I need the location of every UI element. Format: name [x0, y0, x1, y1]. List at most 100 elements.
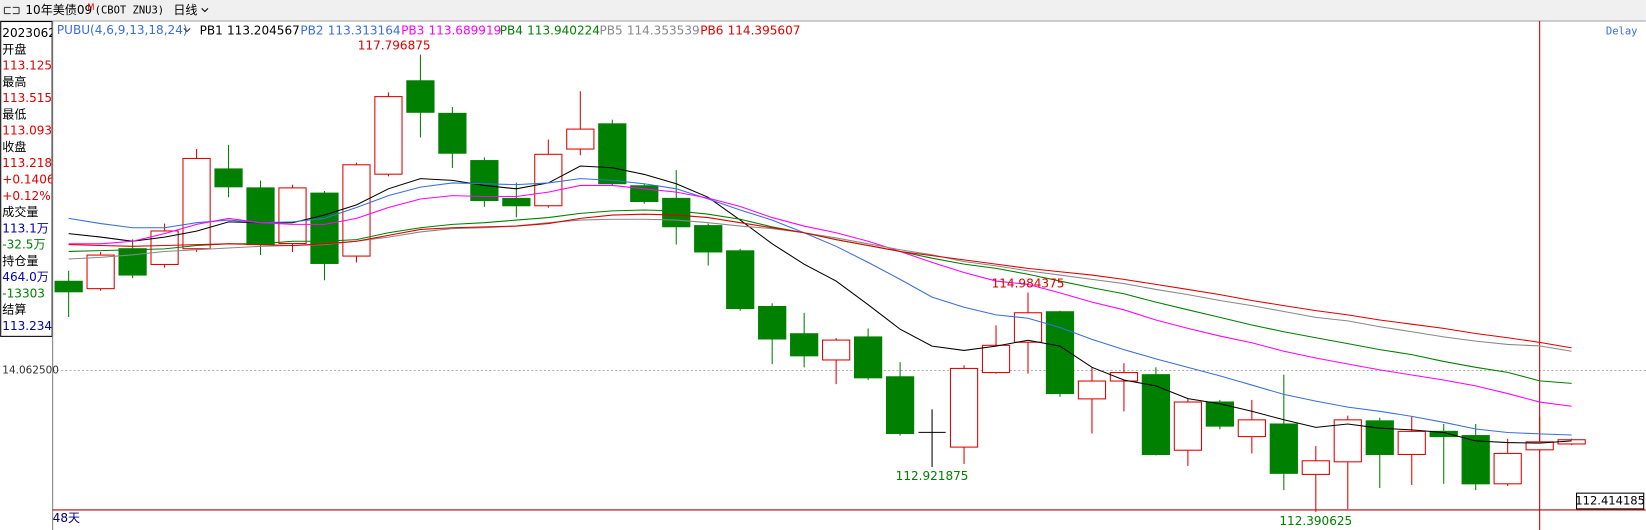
- sidebar-item: 113.5156: [2, 91, 59, 105]
- sidebar-item: 最高: [2, 74, 26, 89]
- indicator-line: [68, 178, 1572, 436]
- legend-name: PB5: [599, 23, 622, 37]
- sidebar-item: 113.0937: [2, 124, 59, 138]
- legend-value: 113.313164: [328, 23, 401, 37]
- symbol-code: (CBOT ZNU3): [95, 4, 164, 16]
- candle-body: [502, 197, 531, 207]
- legend-entry: PB5 114.353539: [599, 23, 699, 37]
- legend-entry: PB3 113.689919: [401, 23, 501, 37]
- sidebar-item: 464.0万: [2, 270, 49, 284]
- candle-body: [1141, 374, 1171, 455]
- candle-body: [1397, 430, 1426, 455]
- sidebar-item: -13303: [2, 286, 45, 300]
- candle-body: [1237, 419, 1266, 438]
- legend-value: 114.353539: [627, 23, 700, 37]
- candle-body: [118, 248, 147, 276]
- candle-body: [598, 123, 627, 185]
- legend-entry: PB6 114.395607: [700, 23, 800, 37]
- sidebar-item: +0.1406: [2, 172, 54, 186]
- candle-body: [694, 225, 723, 253]
- legend-value: 113.689919: [429, 23, 502, 37]
- candle-body: [150, 230, 179, 265]
- symbol[interactable]: 10年美债09: [25, 3, 92, 17]
- candle-body: [1525, 441, 1554, 451]
- sidebar-item: -32.5万: [2, 238, 45, 252]
- legend-entry: PB2 113.313164: [300, 23, 400, 37]
- candle-body: [1109, 372, 1139, 382]
- sidebar: [0, 20, 53, 337]
- candle-body: [1173, 401, 1203, 451]
- period[interactable]: 日线: [173, 3, 197, 17]
- candle-body: [406, 80, 435, 113]
- y-tick-label: 14.062500: [2, 364, 59, 376]
- candle-body: [1269, 423, 1298, 474]
- candle-body: [470, 160, 499, 202]
- candle-body: [1301, 460, 1330, 475]
- candle-body: [949, 367, 979, 448]
- candle-body: [726, 250, 755, 310]
- legend-entry: PB1 113.204567: [200, 23, 300, 37]
- legend-name: PB2: [300, 23, 323, 37]
- candle-body: [1429, 430, 1458, 438]
- candle-body: [822, 339, 851, 361]
- extreme-label: 117.796875: [358, 39, 431, 53]
- candle-body: [1365, 420, 1394, 455]
- candle-body: [885, 376, 915, 435]
- candle-body: [1077, 380, 1107, 400]
- status: Delay: [1606, 25, 1638, 37]
- candle-body: [1333, 419, 1362, 463]
- legend-entry: PB4 113.940224: [500, 23, 600, 37]
- candle-body: [214, 168, 243, 188]
- toolbar: [0, 0, 1646, 21]
- candle-body: [981, 344, 1011, 374]
- extreme-label: 112.390625: [1279, 514, 1352, 528]
- legend-value: 114.395607: [728, 23, 801, 37]
- sidebar-item: 持仓量: [2, 253, 38, 268]
- symbol-flag: M: [87, 2, 94, 12]
- candle-body: [790, 333, 819, 357]
- extreme-label: 114.984375: [992, 277, 1065, 291]
- candle-body: [1493, 452, 1522, 485]
- legend-value: 113.204567: [227, 23, 300, 37]
- candle-body: [246, 187, 275, 246]
- cursor-label-box: [1576, 492, 1645, 510]
- link-icon[interactable]: [3, 6, 20, 15]
- indicator-dropdown[interactable]: [183, 27, 191, 33]
- indicator-line: [68, 213, 1572, 349]
- indicator-line: [68, 184, 1572, 407]
- legend-value: 113.940224: [527, 23, 600, 37]
- candle-body: [374, 96, 403, 175]
- sidebar-item: +0.12%: [2, 189, 50, 203]
- legend-name: PB3: [401, 23, 424, 37]
- candle-body: [566, 128, 595, 150]
- plot: 14.062500 PUBU(4,6,9,13,18,24) PB1 113.2045…: [2, 20, 1646, 530]
- candle-body: [182, 157, 211, 250]
- extreme-label: 112.921875: [896, 469, 969, 483]
- sidebar-item: 成交量: [2, 204, 38, 219]
- legend-name: PB6: [700, 23, 723, 37]
- candle-body: [1461, 435, 1490, 485]
- sidebar-item: 113.2343: [2, 319, 59, 333]
- period-dropdown[interactable]: [201, 8, 209, 13]
- sidebar-item: 113.2187: [2, 156, 59, 170]
- candle-body: [278, 187, 307, 245]
- candle-body: [54, 280, 83, 293]
- sidebar-item: 结算: [2, 302, 26, 317]
- indicator-line: [68, 218, 1572, 352]
- candle-body: [534, 153, 563, 207]
- sidebar-item: 开盘: [2, 41, 26, 56]
- sidebar-item: 20230626: [2, 26, 63, 40]
- legend-name: PB1: [200, 23, 223, 37]
- sidebar-item: 113.1250: [2, 59, 59, 73]
- sidebar-item: 113.1万: [2, 221, 49, 235]
- candle-body: [758, 305, 787, 340]
- cursor-label: 112.414185: [1575, 494, 1645, 508]
- candle-body: [86, 254, 115, 290]
- candle-body: [310, 192, 339, 264]
- sidebar-item: 最低: [2, 107, 26, 121]
- indicator-line: [68, 165, 1572, 444]
- sidebar-item: 收盘: [2, 139, 26, 154]
